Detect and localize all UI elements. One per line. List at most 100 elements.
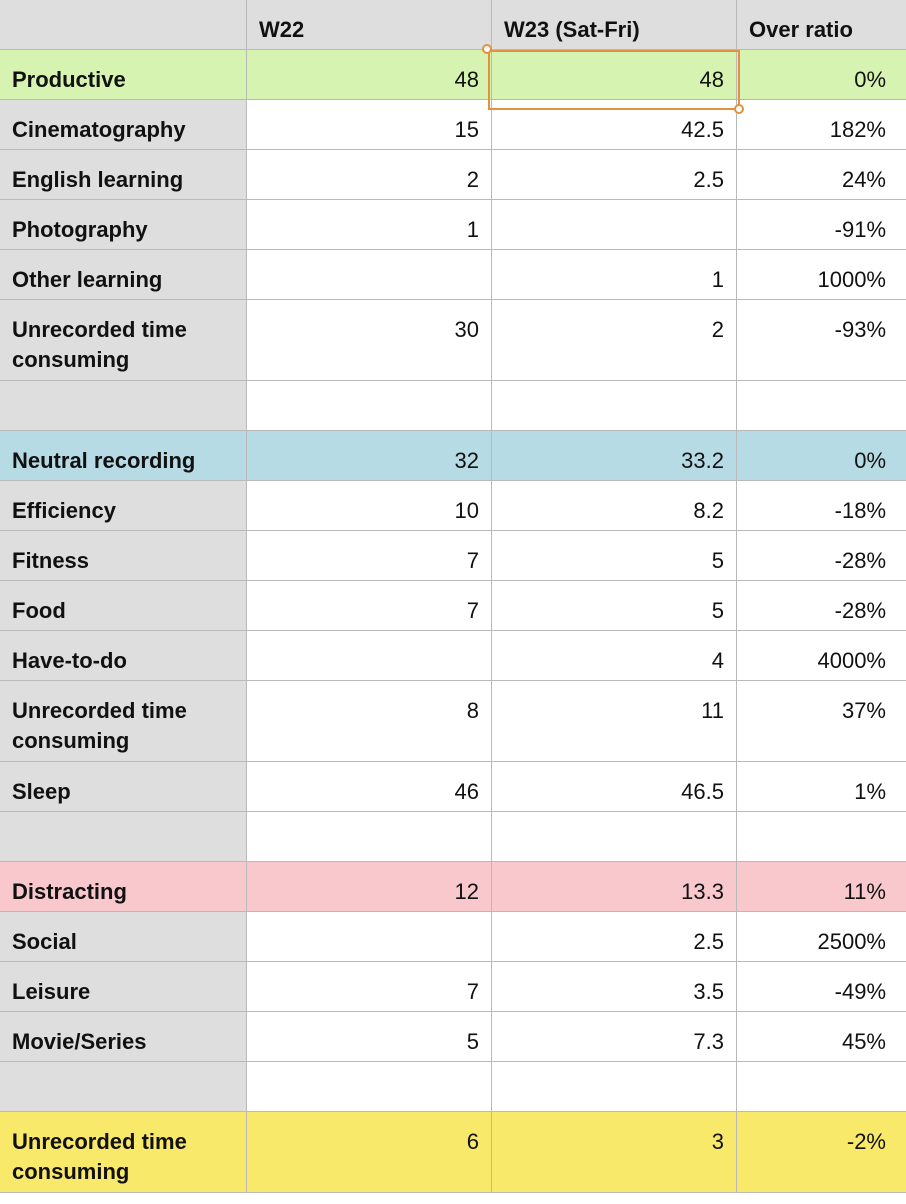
cell-w23[interactable]: 3: [492, 1112, 737, 1192]
table-row: Other learning 1 1000%: [0, 250, 906, 300]
cell-w23[interactable]: [492, 1062, 737, 1111]
table-row-productive: Productive 48 48 0%: [0, 50, 906, 100]
cell-w22[interactable]: [247, 912, 492, 961]
cell-ratio[interactable]: [737, 812, 906, 861]
cell-w22[interactable]: 5: [247, 1012, 492, 1061]
cell-w22[interactable]: [247, 250, 492, 299]
row-label[interactable]: Other learning: [0, 250, 247, 299]
row-label[interactable]: Sleep: [0, 762, 247, 811]
cell-ratio[interactable]: -49%: [834, 979, 886, 1004]
cell-ratio[interactable]: -2%: [737, 1112, 906, 1192]
table-row-distracting: Distracting 12 13.3 11%: [0, 862, 906, 912]
header-cell-corner[interactable]: [0, 0, 247, 49]
cell-ratio[interactable]: 45%: [841, 1029, 886, 1054]
cell-w22[interactable]: 7: [247, 581, 492, 630]
cell-w23[interactable]: 2.5: [492, 150, 737, 199]
cell-w22[interactable]: 2: [247, 150, 492, 199]
cell-ratio[interactable]: 1000%: [817, 267, 886, 292]
row-label[interactable]: Have-to-do: [0, 631, 247, 680]
cell-ratio[interactable]: -28%: [834, 548, 886, 573]
cell-w22[interactable]: 48: [247, 50, 492, 99]
cell-ratio[interactable]: 182%: [829, 117, 886, 142]
cell-w23[interactable]: 13.3: [492, 862, 737, 911]
cell-ratio[interactable]: -91%: [834, 217, 886, 242]
cell-ratio[interactable]: 4000%: [817, 648, 886, 673]
cell-w23[interactable]: 33.2: [492, 431, 737, 480]
cell-w23[interactable]: [492, 200, 737, 249]
cell-ratio[interactable]: [737, 1062, 906, 1111]
cell-ratio[interactable]: 0%: [737, 50, 906, 99]
header-cell-w23[interactable]: W23 (Sat-Fri): [492, 0, 737, 49]
row-label[interactable]: Unrecorded time consuming: [0, 300, 247, 380]
cell-w22[interactable]: [247, 631, 492, 680]
row-label[interactable]: Photography: [0, 200, 247, 249]
cell-w22[interactable]: 46: [247, 762, 492, 811]
cell-ratio[interactable]: 24%: [841, 167, 886, 192]
cell-w22[interactable]: 7: [247, 962, 492, 1011]
cell-w23[interactable]: 4: [492, 631, 737, 680]
cell-ratio[interactable]: 37%: [841, 698, 886, 723]
cell-w23[interactable]: 3.5: [492, 962, 737, 1011]
header-cell-w22[interactable]: W22: [247, 0, 492, 49]
cell-ratio[interactable]: -18%: [834, 498, 886, 523]
row-label[interactable]: Cinematography: [0, 100, 247, 149]
cell-w22[interactable]: 12: [247, 862, 492, 911]
cell-w22[interactable]: [247, 812, 492, 861]
cell-ratio[interactable]: 1%: [854, 779, 886, 804]
cell-w23[interactable]: 46.5: [492, 762, 737, 811]
cell-w23[interactable]: 48: [492, 50, 737, 99]
cell-w23[interactable]: 42.5: [492, 100, 737, 149]
row-label[interactable]: Movie/Series: [0, 1012, 247, 1061]
cell-w22[interactable]: [247, 1062, 492, 1111]
cell-w22[interactable]: 6: [247, 1112, 492, 1192]
cell-w23[interactable]: 1: [492, 250, 737, 299]
cell-w23[interactable]: 5: [492, 581, 737, 630]
row-label[interactable]: Food: [0, 581, 247, 630]
table-row: English learning 2 2.5 24%: [0, 150, 906, 200]
table-row: Social 2.5 2500%: [0, 912, 906, 962]
cell-w23[interactable]: 7.3: [492, 1012, 737, 1061]
row-label[interactable]: English learning: [0, 150, 247, 199]
row-label[interactable]: Leisure: [0, 962, 247, 1011]
selection-handle-bottom-right[interactable]: [734, 104, 744, 114]
cell-ratio[interactable]: [737, 381, 906, 430]
cell-w22[interactable]: 32: [247, 431, 492, 480]
row-label[interactable]: [0, 1062, 247, 1111]
cell-w23[interactable]: 2.5: [492, 912, 737, 961]
table-row-neutral: Neutral recording 32 33.2 0%: [0, 431, 906, 481]
selection-handle-top-left[interactable]: [482, 44, 492, 54]
cell-ratio[interactable]: -93%: [834, 317, 886, 342]
header-row: W22 W23 (Sat-Fri) Over ratio: [0, 0, 906, 50]
cell-w22[interactable]: 15: [247, 100, 492, 149]
row-label[interactable]: Neutral recording: [0, 431, 247, 480]
cell-ratio[interactable]: -28%: [834, 598, 886, 623]
cell-w22[interactable]: [247, 381, 492, 430]
row-label[interactable]: Efficiency: [0, 481, 247, 530]
row-label[interactable]: Unrecorded time consuming: [0, 681, 247, 761]
row-label[interactable]: Fitness: [0, 531, 247, 580]
cell-ratio[interactable]: 2500%: [817, 929, 886, 954]
table-row: Movie/Series 5 7.3 45%: [0, 1012, 906, 1062]
header-cell-over-ratio[interactable]: Over ratio: [737, 0, 906, 49]
row-label[interactable]: Unrecorded time consuming: [0, 1112, 247, 1192]
row-label[interactable]: Social: [0, 912, 247, 961]
cell-w23[interactable]: 11: [492, 681, 737, 761]
cell-w23[interactable]: 5: [492, 531, 737, 580]
row-label[interactable]: Distracting: [0, 862, 247, 911]
row-label[interactable]: [0, 381, 247, 430]
cell-w22[interactable]: 7: [247, 531, 492, 580]
cell-w22[interactable]: 10: [247, 481, 492, 530]
cell-w23[interactable]: [492, 812, 737, 861]
row-label[interactable]: [0, 812, 247, 861]
cell-w23[interactable]: 8.2: [492, 481, 737, 530]
cell-w22[interactable]: 1: [247, 200, 492, 249]
cell-w23[interactable]: 2: [492, 300, 737, 380]
cell-w22[interactable]: 30: [247, 300, 492, 380]
row-label[interactable]: Productive: [0, 50, 247, 99]
cell-w23[interactable]: [492, 381, 737, 430]
cell-w22[interactable]: 8: [247, 681, 492, 761]
cell-ratio[interactable]: 11%: [737, 862, 906, 911]
table-row: Unrecorded time consuming 8 11 37%: [0, 681, 906, 762]
table-row: Efficiency 10 8.2 -18%: [0, 481, 906, 531]
cell-ratio[interactable]: 0%: [737, 431, 906, 480]
